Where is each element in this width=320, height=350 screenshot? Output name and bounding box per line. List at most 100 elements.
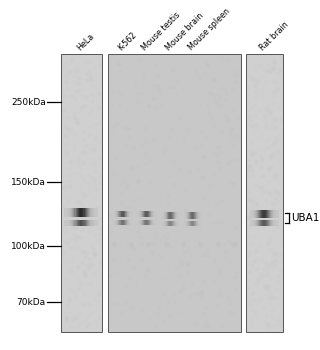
- Bar: [266, 220, 267, 226]
- Bar: [108, 54, 241, 331]
- Text: 70kDa: 70kDa: [17, 298, 46, 307]
- Bar: [117, 211, 118, 217]
- Bar: [270, 210, 271, 218]
- Bar: [164, 212, 165, 219]
- Bar: [169, 221, 170, 226]
- Bar: [77, 209, 78, 217]
- Bar: [121, 211, 122, 217]
- Bar: [79, 220, 80, 226]
- Bar: [173, 221, 174, 226]
- Bar: [272, 220, 273, 226]
- Bar: [143, 211, 144, 217]
- Bar: [123, 220, 124, 225]
- Bar: [188, 212, 189, 219]
- Bar: [114, 220, 115, 225]
- Bar: [130, 220, 131, 225]
- Bar: [193, 212, 194, 219]
- Bar: [197, 221, 198, 226]
- Bar: [198, 221, 199, 226]
- Bar: [171, 212, 172, 219]
- Bar: [197, 212, 198, 219]
- Bar: [146, 220, 147, 225]
- Bar: [277, 210, 278, 218]
- Bar: [119, 220, 120, 225]
- Bar: [113, 220, 114, 225]
- Bar: [115, 220, 116, 225]
- Bar: [112, 211, 113, 217]
- Bar: [166, 212, 167, 219]
- Bar: [196, 212, 197, 219]
- Bar: [191, 212, 192, 219]
- Bar: [86, 220, 87, 226]
- Bar: [67, 220, 68, 226]
- Bar: [112, 220, 113, 225]
- Bar: [255, 220, 256, 226]
- Bar: [161, 221, 162, 226]
- Bar: [261, 220, 262, 226]
- Bar: [201, 212, 202, 219]
- Bar: [167, 221, 168, 226]
- Bar: [128, 211, 129, 217]
- Bar: [262, 210, 263, 218]
- Bar: [82, 209, 84, 217]
- Bar: [177, 221, 178, 226]
- Bar: [253, 220, 254, 226]
- Bar: [151, 220, 152, 225]
- Bar: [260, 210, 261, 218]
- Bar: [78, 209, 79, 217]
- Bar: [140, 220, 141, 225]
- Bar: [200, 221, 201, 226]
- Bar: [252, 210, 253, 218]
- Bar: [173, 212, 174, 219]
- Bar: [176, 212, 177, 219]
- Bar: [114, 211, 115, 217]
- Bar: [265, 210, 266, 218]
- Bar: [69, 220, 70, 226]
- Bar: [161, 212, 162, 219]
- Bar: [131, 211, 132, 217]
- Bar: [137, 211, 138, 217]
- Bar: [60, 54, 102, 331]
- Bar: [119, 211, 120, 217]
- Bar: [195, 212, 196, 219]
- Bar: [183, 212, 184, 219]
- Bar: [150, 211, 151, 217]
- Bar: [81, 209, 82, 217]
- Bar: [68, 209, 69, 217]
- Bar: [194, 212, 195, 219]
- Bar: [126, 220, 127, 225]
- Bar: [80, 220, 81, 226]
- Bar: [259, 210, 260, 218]
- Bar: [144, 211, 145, 217]
- Bar: [152, 211, 153, 217]
- Bar: [166, 221, 167, 226]
- Bar: [251, 210, 252, 218]
- Bar: [64, 220, 65, 226]
- Bar: [92, 209, 94, 217]
- Bar: [75, 220, 76, 226]
- Bar: [189, 212, 190, 219]
- Bar: [86, 209, 87, 217]
- Bar: [154, 211, 155, 217]
- Bar: [272, 210, 273, 218]
- Bar: [184, 212, 185, 219]
- Bar: [168, 212, 169, 219]
- Bar: [138, 211, 139, 217]
- Bar: [276, 210, 277, 218]
- Bar: [271, 210, 272, 218]
- Bar: [270, 220, 271, 226]
- Bar: [79, 209, 80, 217]
- Bar: [122, 220, 123, 225]
- Bar: [120, 220, 121, 225]
- Bar: [68, 220, 69, 226]
- Text: Mouse testis: Mouse testis: [140, 10, 182, 52]
- Bar: [142, 211, 143, 217]
- Bar: [163, 221, 164, 226]
- Bar: [263, 210, 264, 218]
- Bar: [264, 220, 265, 226]
- Bar: [150, 220, 151, 225]
- Bar: [92, 220, 94, 226]
- Bar: [71, 220, 72, 226]
- Bar: [77, 220, 78, 226]
- Bar: [131, 220, 132, 225]
